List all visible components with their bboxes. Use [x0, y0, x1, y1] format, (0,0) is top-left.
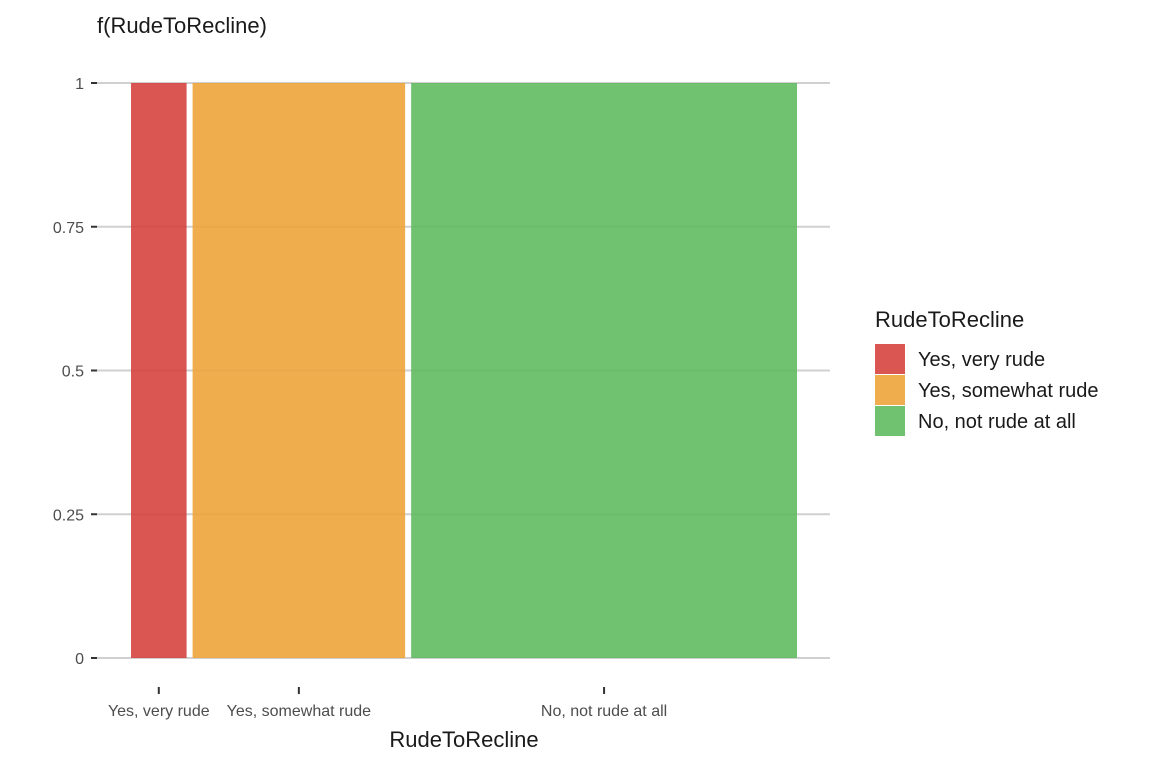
legend-label: Yes, very rude: [918, 349, 1045, 371]
y-tick-label: 0.5: [62, 364, 84, 381]
legend-title: RudeToRecline: [875, 307, 1024, 332]
y-tick-label: 0.75: [53, 220, 84, 237]
legend-label: No, not rude at all: [918, 411, 1076, 433]
x-tick-label: Yes, somewhat rude: [227, 703, 371, 720]
y-axis: 0 0.25 0.5 0.75 1: [53, 76, 97, 668]
y-tick-label: 1: [75, 76, 84, 93]
legend-swatch: [875, 375, 905, 405]
x-axis-title: RudeToRecline: [389, 727, 538, 752]
legend-label: Yes, somewhat rude: [918, 380, 1098, 402]
bar-3: [411, 83, 797, 658]
legend-swatch: [875, 344, 905, 374]
y-axis-title: f(RudeToRecline): [97, 13, 267, 38]
y-tick-label: 0.25: [53, 507, 84, 524]
x-tick-label: No, not rude at all: [541, 703, 667, 720]
legend-swatch: [875, 406, 905, 436]
y-tick-label: 0: [75, 651, 84, 668]
bar-1: [131, 83, 187, 658]
legend: RudeToRecline Yes, very rude Yes, somewha…: [875, 307, 1098, 436]
bar-2: [192, 83, 406, 658]
bars: [131, 83, 797, 658]
x-tick-label: Yes, very rude: [108, 703, 210, 720]
x-axis: Yes, very rude Yes, somewhat rude No, not …: [108, 687, 667, 720]
